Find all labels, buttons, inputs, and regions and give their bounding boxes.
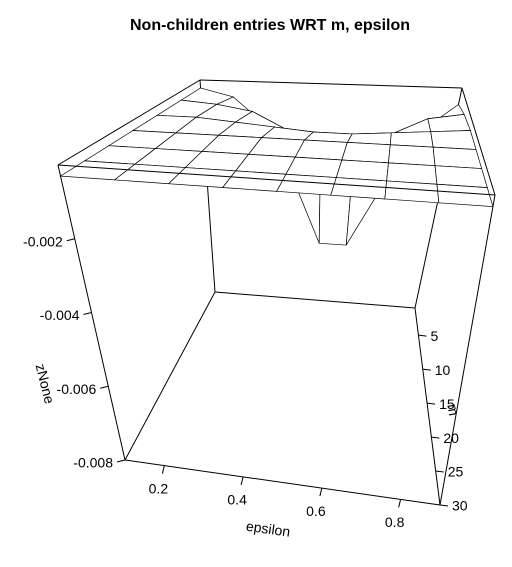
z-tick [83, 312, 92, 315]
x-tick [240, 476, 244, 485]
x-tick [319, 488, 323, 497]
z-tick [100, 385, 109, 389]
surface-cell [294, 139, 348, 161]
box-edge [199, 79, 463, 89]
z-tick-label: -0.004 [40, 307, 80, 323]
y-tick-label: 10 [435, 362, 451, 378]
z-tick-label: -0.006 [57, 381, 97, 397]
x-tick [398, 499, 402, 508]
x-tick-label: 0.2 [149, 480, 169, 496]
surface-cell [388, 144, 436, 167]
surface-cell [430, 130, 477, 150]
y-tick [439, 504, 449, 507]
surface-cell [330, 177, 388, 200]
box-edge [124, 291, 216, 461]
surface-cell [386, 162, 438, 185]
z-tick [66, 238, 75, 242]
y-tick [427, 402, 436, 405]
surface-cell [436, 183, 494, 208]
box-edge [414, 307, 441, 506]
y-tick-label: 5 [430, 328, 438, 344]
y-tick-label: 25 [448, 464, 464, 480]
y-tick [435, 470, 444, 473]
box-edge [124, 459, 441, 506]
chart-title: Non-children entries WRT m, epsilon [130, 17, 410, 34]
box-edge [461, 87, 496, 196]
box-edge [439, 194, 496, 506]
y-tick [422, 368, 431, 371]
y-tick-label: 30 [452, 498, 468, 514]
y-tick-label: 20 [443, 430, 459, 446]
y-tick [431, 436, 440, 439]
surface-cell [384, 180, 440, 204]
z-tick-label: -0.008 [73, 455, 113, 471]
z-tick [116, 459, 126, 463]
x-tick-label: 0.8 [385, 514, 405, 530]
x-tick [161, 465, 165, 474]
z-tick-label: -0.002 [23, 233, 63, 249]
surface-cell [276, 173, 337, 196]
y-tick-label: 15 [439, 396, 455, 412]
y-tick [418, 334, 427, 337]
box-edge [214, 291, 416, 309]
surface-cell [341, 142, 391, 164]
box-edge [57, 164, 496, 196]
x-tick-label: 0.4 [227, 492, 247, 508]
box-edge [57, 79, 201, 166]
x-axis-label: epsilon [245, 518, 291, 540]
x-tick-label: 0.6 [306, 503, 326, 519]
surface-cell [432, 146, 483, 169]
